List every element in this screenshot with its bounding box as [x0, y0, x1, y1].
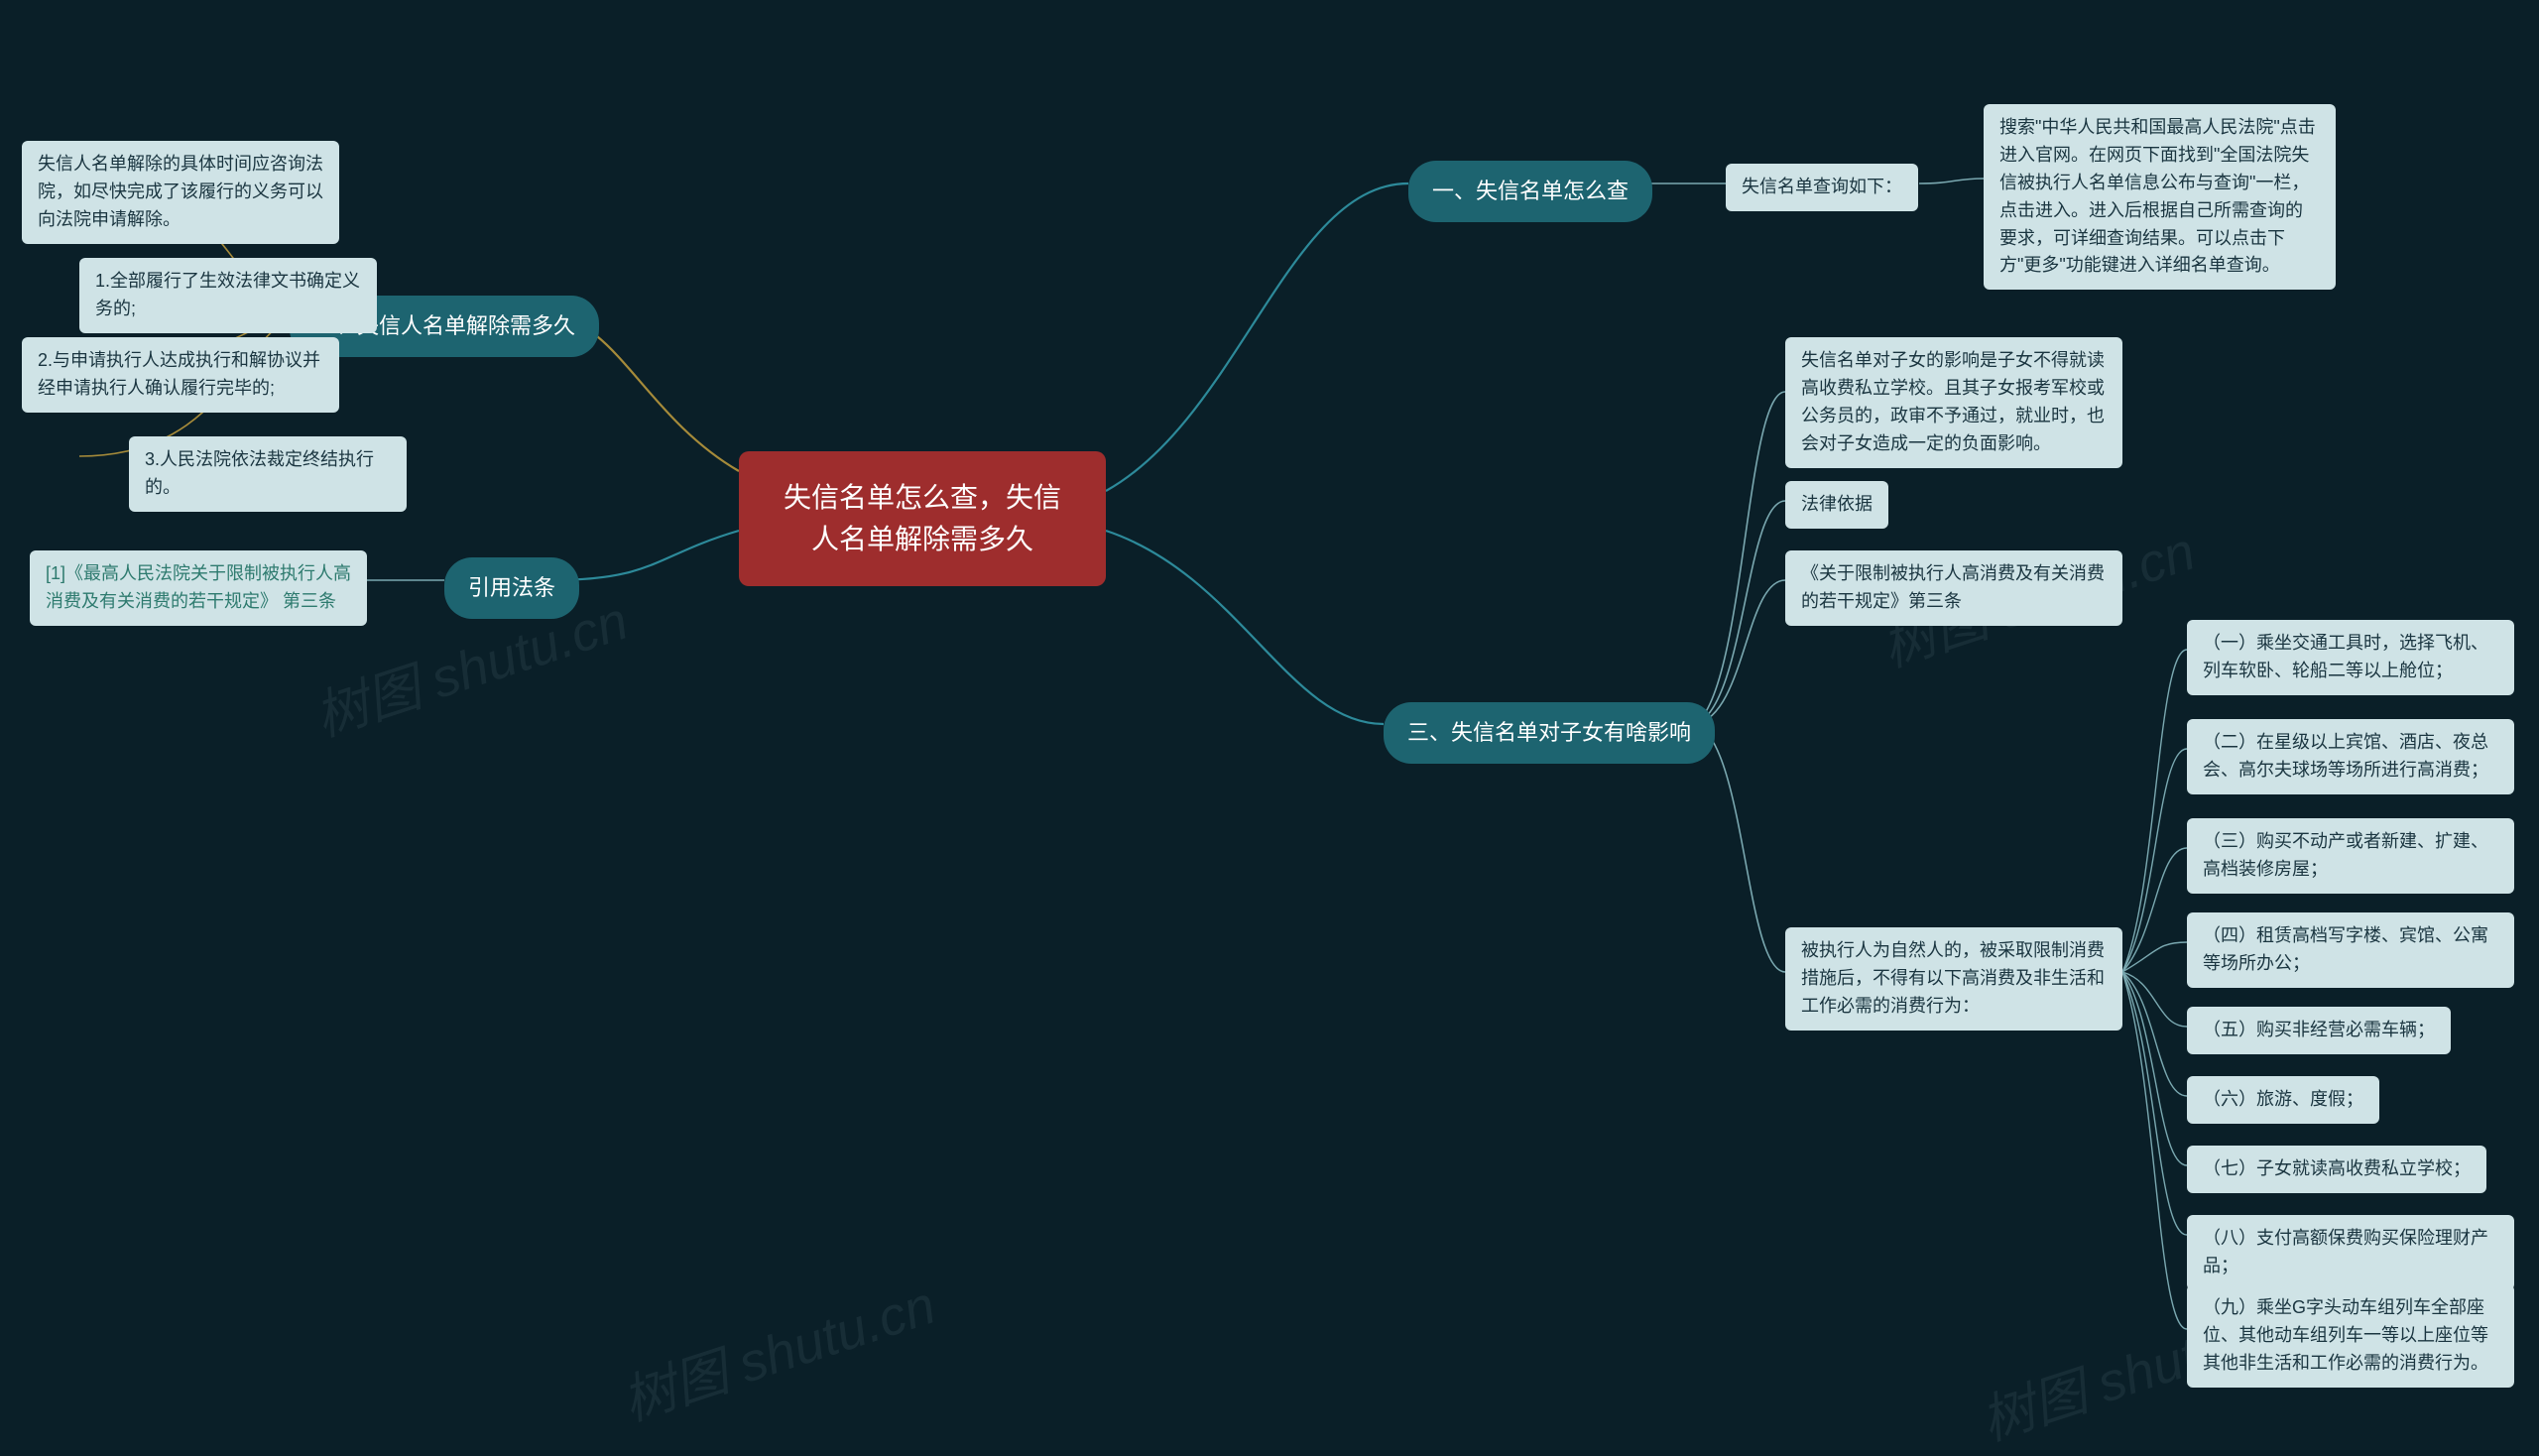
branch-how-to-check[interactable]: 一、失信名单怎么查 [1408, 161, 1652, 222]
leaf-restriction-2[interactable]: （二）在星级以上宾馆、酒店、夜总会、高尔夫球场等场所进行高消费； [2187, 719, 2514, 794]
branch-citation[interactable]: 引用法条 [444, 557, 579, 619]
leaf-restriction-3[interactable]: （三）购买不动产或者新建、扩建、高档装修房屋； [2187, 818, 2514, 894]
leaf-restriction-7[interactable]: （七）子女就读高收费私立学校； [2187, 1146, 2486, 1193]
leaf-legal-basis[interactable]: 法律依据 [1785, 481, 1888, 529]
watermark: 树图 shutu.cn [611, 1261, 944, 1435]
leaf-restriction-5[interactable]: （五）购买非经营必需车辆； [2187, 1007, 2451, 1054]
leaf-restrictions-intro[interactable]: 被执行人为自然人的，被采取限制消费措施后，不得有以下高消费及非生活和工作必需的消… [1785, 927, 2122, 1031]
leaf-restriction-4[interactable]: （四）租赁高档写字楼、宾馆、公寓等场所办公； [2187, 912, 2514, 988]
leaf-restriction-9[interactable]: （九）乘坐G字头动车组列车全部座位、其他动车组列车一等以上座位等其他非生活和工作… [2187, 1284, 2514, 1388]
leaf-removal-3[interactable]: 3.人民法院依法裁定终结执行的。 [129, 436, 407, 512]
leaf-removal-intro[interactable]: 失信人名单解除的具体时间应咨询法院，如尽快完成了该履行的义务可以向法院申请解除。 [22, 141, 339, 244]
leaf-check-intro[interactable]: 失信名单查询如下： [1726, 164, 1918, 211]
leaf-restriction-1[interactable]: （一）乘坐交通工具时，选择飞机、列车软卧、轮船二等以上舱位； [2187, 620, 2514, 695]
branch-children-impact[interactable]: 三、失信名单对子女有啥影响 [1384, 702, 1715, 764]
mindmap-canvas: 树图 shutu.cn 树图 shutu.cn 树图 shutu.cn 树图 s… [0, 0, 2539, 1455]
leaf-removal-2[interactable]: 2.与申请执行人达成执行和解协议并经申请执行人确认履行完毕的; [22, 337, 339, 413]
leaf-regulation[interactable]: 《关于限制被执行人高消费及有关消费的若干规定》第三条 [1785, 550, 2122, 626]
leaf-removal-1[interactable]: 1.全部履行了生效法律文书确定义务的; [79, 258, 377, 333]
leaf-citation-link[interactable]: [1]《最高人民法院关于限制被执行人高消费及有关消费的若干规定》 第三条 [30, 550, 367, 626]
leaf-impact-intro[interactable]: 失信名单对子女的影响是子女不得就读高收费私立学校。且其子女报考军校或公务员的，政… [1785, 337, 2122, 468]
leaf-restriction-8[interactable]: （八）支付高额保费购买保险理财产品； [2187, 1215, 2514, 1290]
root-node[interactable]: 失信名单怎么查，失信人名单解除需多久 [739, 451, 1106, 586]
leaf-check-detail[interactable]: 搜索"中华人民共和国最高人民法院"点击进入官网。在网页下面找到"全国法院失信被执… [1984, 104, 2336, 290]
leaf-restriction-6[interactable]: （六）旅游、度假； [2187, 1076, 2379, 1124]
